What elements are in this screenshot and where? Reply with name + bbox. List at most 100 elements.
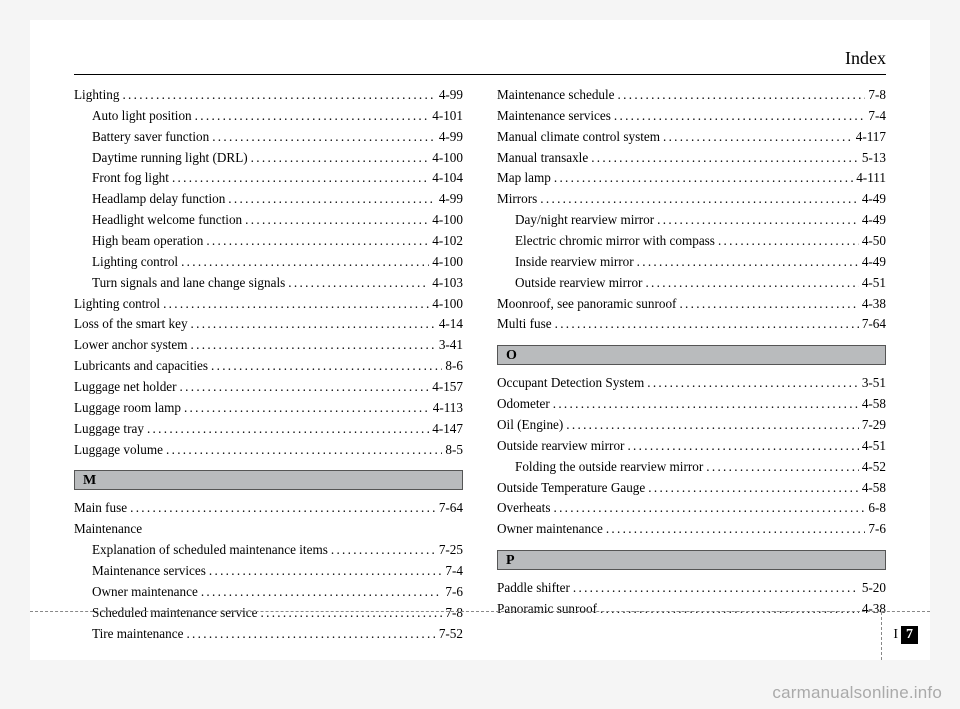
index-entry-label: Owner maintenance <box>92 582 198 603</box>
index-entry-label: Electric chromic mirror with compass <box>515 231 715 252</box>
index-entry-label: Turn signals and lane change signals <box>92 273 285 294</box>
section-letter-m: M <box>74 470 463 490</box>
index-entry: Paddle shifter 5-20 <box>497 578 886 599</box>
index-entry-label: Maintenance services <box>92 561 206 582</box>
index-entry: Owner maintenance7-6 <box>497 519 886 540</box>
index-entry-dots <box>195 106 430 127</box>
index-entry: Manual transaxle5-13 <box>497 148 886 169</box>
index-entry-label: Scheduled maintenance service <box>92 603 258 624</box>
index-entry-page: 4-100 <box>432 252 463 273</box>
index-entry: Luggage net holder4-157 <box>74 377 463 398</box>
index-entry: Owner maintenance 7-6 <box>74 582 463 603</box>
index-entry: Luggage tray4-147 <box>74 419 463 440</box>
index-entry-label: Moonroof, see panoramic sunroof <box>497 294 676 315</box>
index-entry-page: 7-4 <box>445 561 463 582</box>
index-entry-page: 4-113 <box>433 398 463 419</box>
index-entry-page: 7-52 <box>439 624 463 645</box>
index-entry-label: Manual climate control system <box>497 127 660 148</box>
index-entry-dots <box>211 356 442 377</box>
index-entry: Turn signals and lane change signals4-10… <box>74 273 463 294</box>
index-entry-page: 5-20 <box>862 578 886 599</box>
index-entry-label: Lighting control <box>92 252 178 273</box>
index-entry-dots <box>591 148 859 169</box>
index-entry-page: 4-49 <box>862 210 886 231</box>
index-entry-label: Map lamp <box>497 168 551 189</box>
index-entry: High beam operation4-102 <box>74 231 463 252</box>
index-entry: Moonroof, see panoramic sunroof4-38 <box>497 294 886 315</box>
index-entry-label: Auto light position <box>92 106 192 127</box>
index-entry-page: 4-157 <box>432 377 463 398</box>
index-entry-label: Oil (Engine) <box>497 415 563 436</box>
index-entry: Headlamp delay function4-99 <box>74 189 463 210</box>
right-column: Maintenance schedule7-8Maintenance servi… <box>497 85 886 644</box>
index-entry-page: 6-8 <box>868 498 886 519</box>
index-entry-page: 8-5 <box>445 440 463 461</box>
index-entry: Panoramic sunroof4-38 <box>497 599 886 620</box>
index-entry-label: Maintenance <box>74 519 142 540</box>
index-entry-page: 4-104 <box>432 168 463 189</box>
index-entry-page: 4-99 <box>439 127 463 148</box>
index-entry-page: 4-50 <box>862 231 886 252</box>
index-entry-dots <box>648 478 859 499</box>
index-entry: Daytime running light (DRL)4-100 <box>74 148 463 169</box>
index-entry-dots <box>206 231 429 252</box>
index-entry: Luggage volume 8-5 <box>74 440 463 461</box>
index-entry-dots <box>163 294 429 315</box>
index-entry-label: Battery saver function <box>92 127 209 148</box>
index-entry: Front fog light4-104 <box>74 168 463 189</box>
index-entry-dots <box>191 314 436 335</box>
index-entry-label: Tire maintenance <box>92 624 183 645</box>
index-entry-page: 4-100 <box>432 294 463 315</box>
watermark: carmanualsonline.info <box>772 683 942 703</box>
index-entry: Lighting control4-100 <box>74 294 463 315</box>
index-entry-dots <box>172 168 429 189</box>
index-entry-label: Outside rearview mirror <box>515 273 642 294</box>
index-entry-page: 3-51 <box>862 373 886 394</box>
index-entry: Lower anchor system3-41 <box>74 335 463 356</box>
index-entry: Map lamp 4-111 <box>497 168 886 189</box>
index-entry-label: Paddle shifter <box>497 578 570 599</box>
index-entry: Electric chromic mirror with compass 4-50 <box>497 231 886 252</box>
index-entry-dots <box>186 624 435 645</box>
index-entry-page: 4-58 <box>862 394 886 415</box>
index-entry-dots <box>130 498 436 519</box>
index-entry-dots <box>657 210 859 231</box>
index-entry-dots <box>212 127 436 148</box>
index-entry-label: Multi fuse <box>497 314 552 335</box>
index-entry-dots <box>566 415 859 436</box>
index-entry: Battery saver function 4-99 <box>74 127 463 148</box>
index-entry: Folding the outside rearview mirror4-52 <box>497 457 886 478</box>
index-entry-dots <box>251 148 430 169</box>
index-entry-page: 4-99 <box>439 189 463 210</box>
index-entry-dots <box>600 599 859 620</box>
index-entry-page: 7-4 <box>868 106 886 127</box>
index-entry-dots <box>663 127 853 148</box>
index-entry-label: Daytime running light (DRL) <box>92 148 248 169</box>
index-entry-label: Inside rearview mirror <box>515 252 634 273</box>
index-entry-page: 4-100 <box>432 210 463 231</box>
index-entry-page: 4-111 <box>856 168 886 189</box>
index-entry: Lighting control 4-100 <box>74 252 463 273</box>
index-entry: Maintenance services7-4 <box>497 106 886 127</box>
index-entry-dots <box>706 457 859 478</box>
index-entry: Overheats6-8 <box>497 498 886 519</box>
index-entry-label: Luggage volume <box>74 440 163 461</box>
index-entry-page: 4-51 <box>862 436 886 457</box>
index-entry-page: 4-49 <box>862 189 886 210</box>
index-entry-label: Luggage room lamp <box>74 398 181 419</box>
index-entry-label: Main fuse <box>74 498 127 519</box>
index-entry-label: Maintenance schedule <box>497 85 615 106</box>
section-letter-p: P <box>497 550 886 570</box>
index-entry-page: 7-6 <box>445 582 463 603</box>
index-entry-dots <box>553 394 859 415</box>
index-entry-dots <box>718 231 859 252</box>
index-entry-label: Lubricants and capacities <box>74 356 208 377</box>
index-entry-page: 4-117 <box>856 127 886 148</box>
index-entry-page: 4-147 <box>432 419 463 440</box>
index-entry-label: Outside Temperature Gauge <box>497 478 645 499</box>
index-entry-label: Panoramic sunroof <box>497 599 597 620</box>
index-entry-dots <box>288 273 429 294</box>
index-entry: Lubricants and capacities8-6 <box>74 356 463 377</box>
index-entry-page: 4-14 <box>439 314 463 335</box>
index-entry-label: High beam operation <box>92 231 203 252</box>
